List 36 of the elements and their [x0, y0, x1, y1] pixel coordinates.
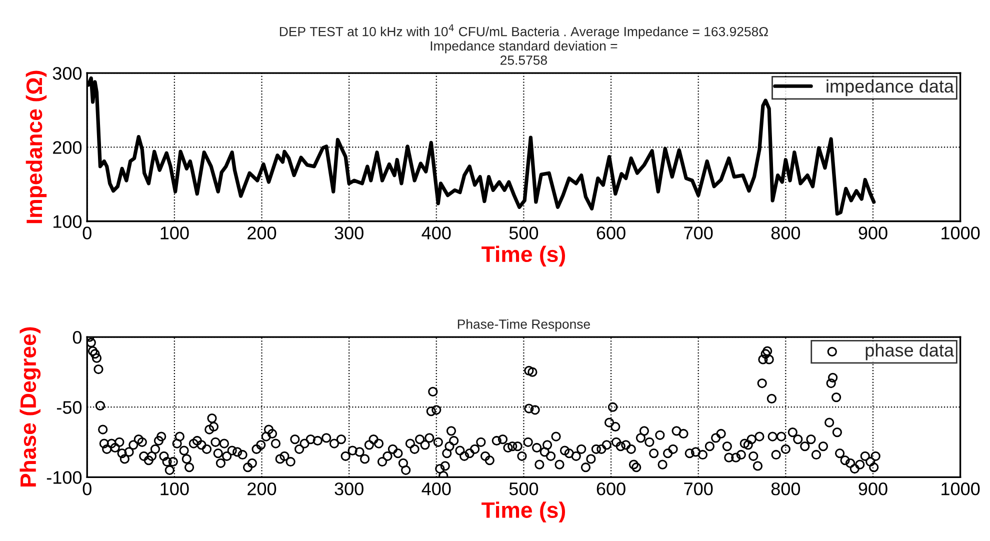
x-tick-label: 800 [771, 482, 800, 496]
x-tick-label: 1000 [942, 482, 980, 496]
x-tick-label: 900 [858, 482, 888, 496]
x-tick-label: 500 [509, 226, 538, 240]
x-tick-label: 900 [858, 226, 888, 240]
y-tick-label: 100 [54, 215, 82, 228]
x-axis-title: Time (s) [482, 502, 566, 522]
x-tick-label: 1000 [942, 226, 980, 240]
x-tick-label: 700 [684, 482, 713, 496]
y-axis-title: Phase (Degree) [20, 327, 41, 487]
y-tick-label: -50 [56, 401, 82, 414]
x-tick-label: 300 [334, 482, 364, 496]
x-tick-label: 300 [334, 226, 364, 240]
legend-label: impedance data [826, 79, 954, 96]
chart-title: Phase-Time Response [458, 319, 590, 332]
x-tick-label: 400 [422, 482, 451, 496]
x-tick-label: 800 [771, 226, 800, 240]
x-tick-label: 500 [509, 482, 538, 496]
x-tick-label: 0 [82, 226, 92, 240]
y-tick-label: 0 [72, 330, 82, 344]
x-tick-label: 200 [248, 226, 276, 240]
x-tick-label: 400 [422, 226, 451, 240]
x-tick-label: 100 [160, 226, 189, 240]
x-axis-title: Time (s) [482, 246, 566, 266]
x-tick-label: 200 [248, 482, 276, 496]
x-tick-label: 600 [596, 226, 626, 240]
x-tick-label: 0 [82, 482, 92, 496]
y-tick-label: -100 [46, 471, 82, 484]
legend-label: phase data [866, 343, 954, 360]
x-tick-label: 100 [160, 482, 189, 496]
y-tick-label: 300 [52, 66, 82, 80]
x-tick-label: 600 [596, 482, 626, 496]
chart-title: DEP TEST at 10 kHz with 10$^{4}$ CFU/mL Bacteria . Average Impedance = 163.9258Ω Impedance standard deviation = 25.5758 [280, 24, 768, 65]
y-tick-label: 200 [53, 141, 82, 154]
y-axis-title: Impedance (Ω) [26, 70, 47, 224]
x-tick-label: 700 [684, 226, 713, 240]
